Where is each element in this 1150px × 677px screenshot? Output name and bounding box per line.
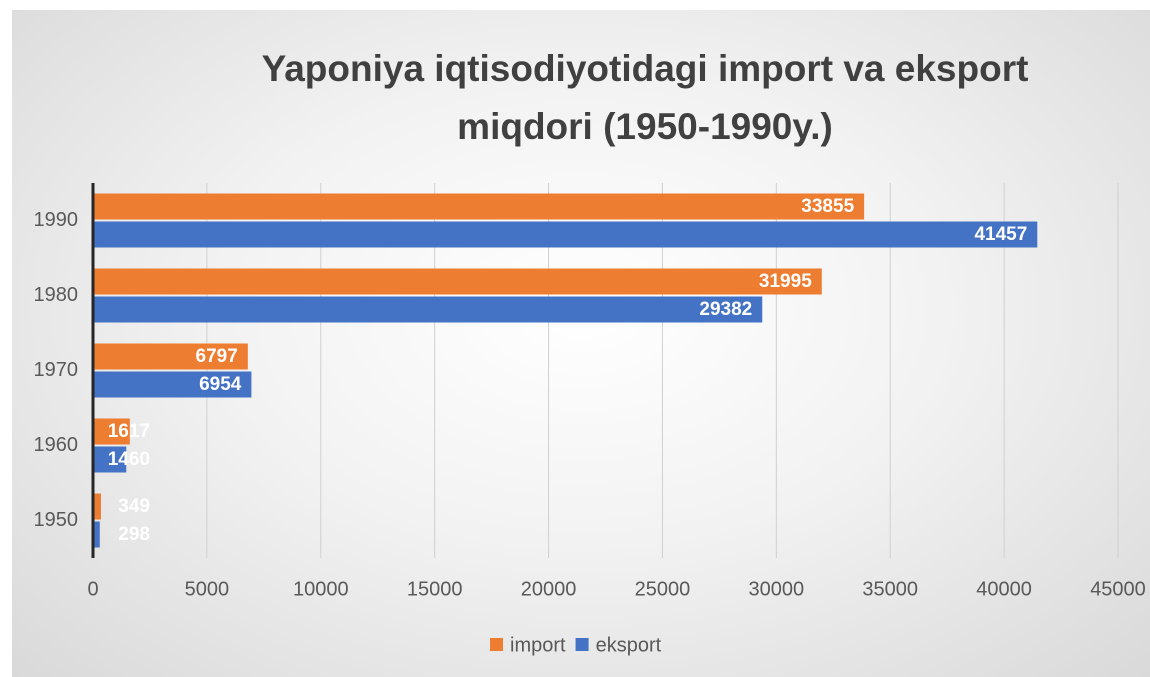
legend-swatch	[490, 638, 503, 651]
value-label: 6954	[199, 374, 242, 395]
bar	[93, 493, 101, 520]
x-tick-label: 5000	[185, 578, 230, 600]
value-label: 41457	[974, 224, 1027, 245]
bar	[93, 343, 248, 370]
bar	[93, 221, 1038, 248]
bar	[93, 446, 127, 473]
legend-label: eksport	[596, 634, 662, 656]
x-tick-label: 10000	[293, 578, 349, 600]
x-tick-label: 40000	[976, 578, 1032, 600]
y-tick-label: 1980	[34, 284, 79, 306]
value-label: 1617	[108, 421, 150, 442]
bar	[93, 296, 763, 323]
y-tick-label: 1960	[34, 434, 79, 456]
legend-swatch	[575, 638, 589, 651]
x-tick-label: 35000	[862, 578, 918, 600]
bar	[93, 268, 822, 295]
value-label: 1460	[108, 449, 150, 470]
legend-label: import	[510, 634, 566, 656]
value-label: 349	[118, 496, 150, 517]
x-tick-label: 45000	[1090, 578, 1146, 600]
bar	[93, 418, 130, 445]
value-label: 31995	[759, 271, 812, 292]
x-tick-label: 25000	[635, 578, 691, 600]
y-tick-label: 1970	[34, 359, 79, 381]
chart-title: Yaponiya iqtisodiyotidagi import va eksp…	[261, 48, 1029, 147]
x-tick-label: 20000	[521, 578, 577, 600]
y-tick-label: 1990	[34, 209, 79, 231]
value-label: 29382	[699, 299, 752, 320]
x-tick-label: 30000	[749, 578, 805, 600]
x-tick-label: 15000	[407, 578, 463, 600]
value-label: 33855	[801, 196, 854, 217]
value-label: 298	[118, 524, 150, 545]
bar	[93, 193, 865, 220]
value-label: 6797	[196, 346, 238, 367]
y-tick-label: 1950	[34, 509, 79, 531]
bar	[93, 521, 100, 548]
x-tick-label: 0	[87, 578, 98, 600]
bar	[93, 371, 252, 398]
